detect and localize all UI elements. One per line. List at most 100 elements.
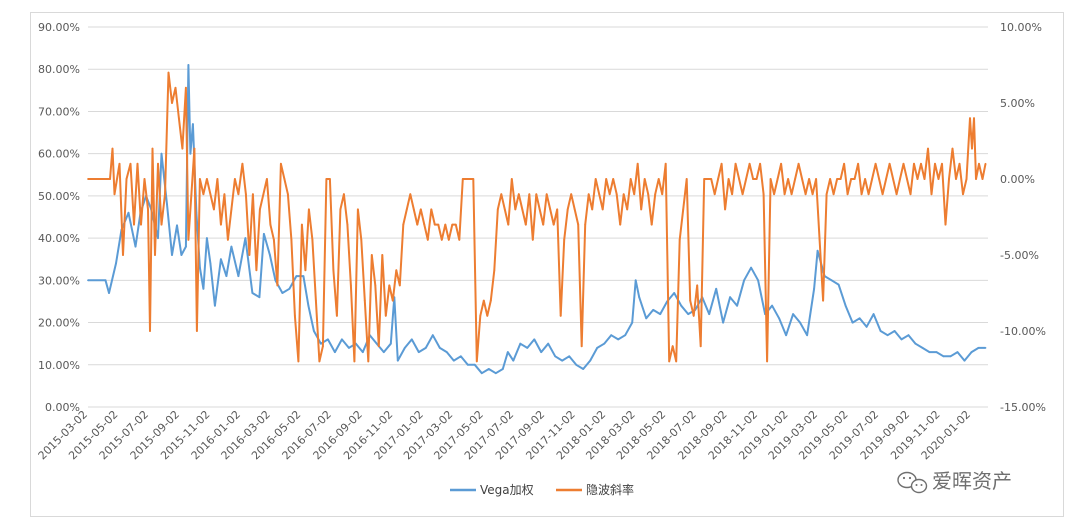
data-point <box>258 296 261 299</box>
data-point <box>668 360 671 363</box>
data-point <box>886 334 889 337</box>
data-point <box>398 284 401 287</box>
data-point <box>808 178 810 180</box>
data-point <box>475 360 478 363</box>
data-point <box>605 178 608 180</box>
data-point <box>923 178 926 180</box>
data-point <box>409 193 412 196</box>
data-point <box>199 266 201 269</box>
data-point <box>715 287 718 290</box>
data-point <box>149 330 151 332</box>
data-point <box>367 360 370 363</box>
data-point <box>892 178 894 180</box>
data-point <box>598 193 601 196</box>
right-tick-label: -5.00% <box>1000 249 1039 262</box>
data-point <box>190 193 193 196</box>
data-point <box>304 269 307 272</box>
data-point <box>710 178 713 180</box>
data-point <box>451 223 454 226</box>
data-point <box>510 178 513 180</box>
data-point <box>769 178 772 180</box>
grid-lines <box>88 26 988 408</box>
data-point <box>787 178 789 180</box>
data-point <box>287 193 289 196</box>
data-point <box>818 238 821 241</box>
data-point <box>213 208 215 211</box>
data-point <box>654 193 657 196</box>
data-point <box>785 334 787 337</box>
data-point <box>206 237 208 240</box>
data-point <box>570 193 573 196</box>
data-point <box>496 208 499 211</box>
data-point <box>363 299 366 302</box>
data-point <box>545 193 548 196</box>
data-point <box>346 223 349 226</box>
data-point <box>748 162 751 165</box>
right-tick-label: 0.00% <box>1000 173 1035 186</box>
data-point <box>220 223 222 226</box>
data-point <box>573 208 576 211</box>
data-point <box>612 178 615 180</box>
data-point <box>466 363 469 366</box>
data-point <box>493 269 496 272</box>
data-point <box>734 162 737 165</box>
data-point <box>178 117 180 120</box>
data-point <box>909 193 912 196</box>
data-point <box>336 314 338 317</box>
data-point <box>762 193 765 196</box>
data-point <box>797 162 800 165</box>
data-point <box>575 363 578 366</box>
data-point <box>563 238 566 241</box>
data-point <box>276 284 279 287</box>
data-point <box>678 238 681 241</box>
data-point <box>273 238 275 241</box>
data-point <box>577 223 580 226</box>
data-point <box>108 292 110 294</box>
data-point <box>416 223 419 226</box>
series-layer <box>87 64 987 375</box>
data-point <box>402 223 405 226</box>
data-point <box>643 178 646 180</box>
data-point <box>230 245 233 248</box>
data-point <box>696 284 699 287</box>
data-point <box>836 178 838 180</box>
data-point <box>526 347 529 349</box>
data-point <box>473 363 476 366</box>
data-point <box>778 317 780 320</box>
data-point <box>440 238 443 241</box>
data-point <box>568 355 571 358</box>
data-point <box>771 304 773 307</box>
data-point <box>610 334 613 337</box>
data-point <box>313 330 315 332</box>
data-point <box>680 304 683 307</box>
data-point <box>766 360 768 363</box>
data-point <box>867 193 870 196</box>
data-point <box>227 238 229 241</box>
data-point <box>970 351 973 353</box>
data-point <box>507 223 510 226</box>
data-point <box>382 351 385 353</box>
data-point <box>252 193 254 196</box>
data-point <box>984 347 987 349</box>
data-point <box>468 178 471 180</box>
left-tick-label: 10.00% <box>38 359 80 372</box>
data-point <box>879 330 882 332</box>
data-point <box>487 368 490 370</box>
data-point <box>154 254 156 256</box>
data-point <box>864 178 866 180</box>
data-point <box>381 254 384 256</box>
data-point <box>647 193 650 196</box>
data-point <box>357 208 359 211</box>
data-point <box>269 223 272 226</box>
data-point <box>301 223 303 226</box>
data-point <box>480 372 483 375</box>
data-point <box>722 321 724 324</box>
data-point <box>977 347 980 349</box>
data-point <box>759 162 761 165</box>
data-point <box>403 347 406 349</box>
data-point <box>822 299 824 302</box>
data-point <box>965 178 968 180</box>
watermark-text: 爱晖资产 <box>932 469 1012 493</box>
data-point <box>412 208 415 211</box>
